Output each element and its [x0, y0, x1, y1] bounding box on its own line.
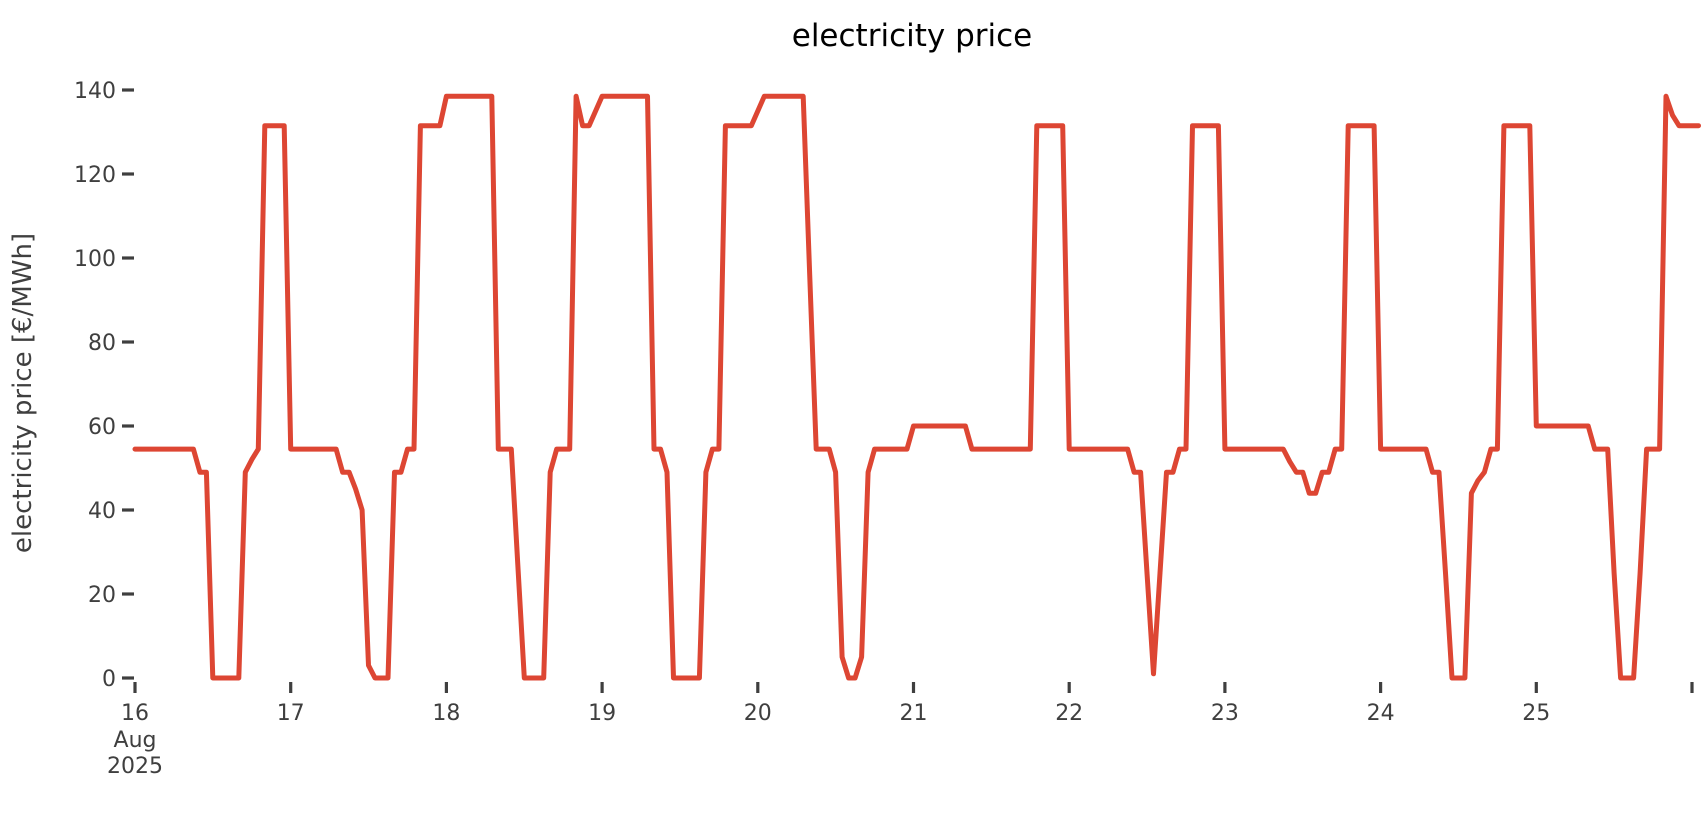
y-tick-label: 60	[88, 415, 116, 440]
y-tick-label: 120	[74, 163, 116, 188]
y-tick-label: 20	[88, 583, 116, 608]
x-tick-label: 16	[121, 701, 149, 726]
y-tick-label: 40	[88, 499, 116, 524]
x-tick-label: 24	[1367, 701, 1395, 726]
y-axis-label: electricity price [€/MWh]	[8, 233, 38, 553]
x-tick-sublabel: Aug	[114, 728, 157, 753]
x-tick-label: 21	[900, 701, 928, 726]
x-tick-label: 23	[1211, 701, 1239, 726]
price-line-series	[132, 93, 1701, 681]
x-tick-sublabel: 2025	[107, 754, 163, 779]
x-tick-label: 19	[588, 701, 616, 726]
chart-title: electricity price	[792, 18, 1032, 54]
x-tick-label: 25	[1522, 701, 1550, 726]
x-tick-label: 20	[744, 701, 772, 726]
x-tick-label: 22	[1055, 701, 1083, 726]
y-axis-ticks: 0 20 40 60 80 100 120 140	[74, 79, 134, 692]
y-tick-label: 100	[74, 247, 116, 272]
x-tick-label: 17	[277, 701, 305, 726]
x-tick-label: 18	[432, 701, 460, 726]
y-tick-label: 80	[88, 331, 116, 356]
y-tick-label: 140	[74, 79, 116, 104]
y-tick-label: 0	[102, 667, 116, 692]
